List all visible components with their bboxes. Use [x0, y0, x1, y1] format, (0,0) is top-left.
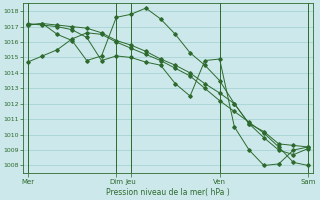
X-axis label: Pression niveau de la mer( hPa ): Pression niveau de la mer( hPa ): [106, 188, 230, 197]
